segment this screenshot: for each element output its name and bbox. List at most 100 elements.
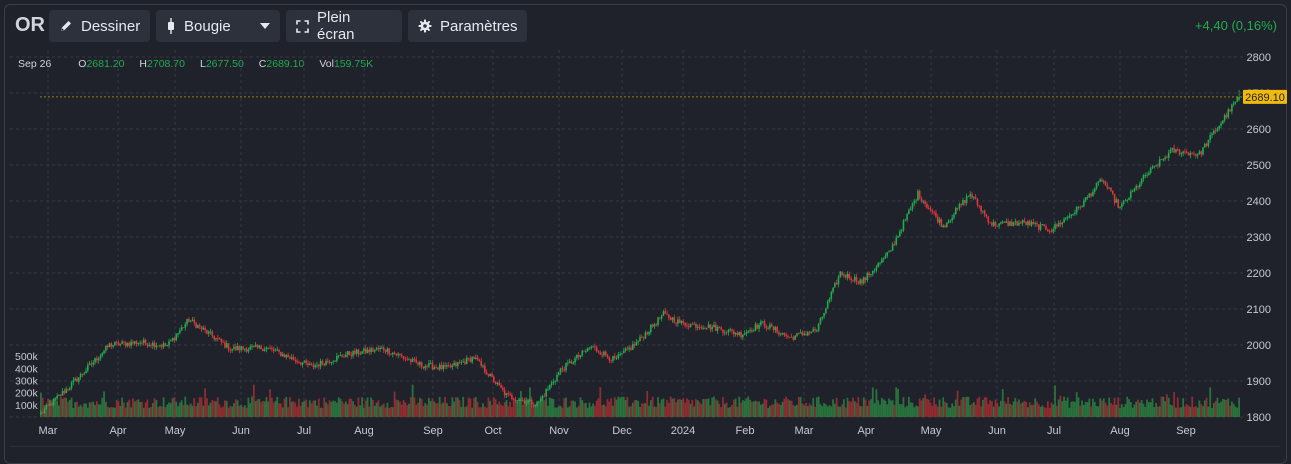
- volume-bar: [557, 406, 560, 417]
- volume-bar: [243, 405, 246, 417]
- candle-body: [337, 355, 340, 357]
- volume-bar: [1129, 402, 1132, 417]
- volume-bar: [935, 404, 937, 417]
- candle-body: [1158, 159, 1161, 167]
- volume-bar: [527, 399, 530, 417]
- candle-body: [447, 365, 450, 367]
- candle-body: [1229, 109, 1231, 112]
- volume-bar: [395, 399, 398, 417]
- volume-bar: [447, 405, 450, 417]
- candle-body: [900, 230, 903, 232]
- volume-bar: [146, 399, 149, 417]
- candle-body: [718, 327, 721, 328]
- volume-bar: [471, 407, 474, 417]
- volume-bar: [41, 397, 44, 417]
- volume-bar: [222, 406, 225, 417]
- volume-bar: [341, 401, 344, 417]
- candle-body: [628, 347, 630, 350]
- volume-bar: [1133, 404, 1136, 417]
- volume-bar: [859, 405, 862, 417]
- volume-bar: [942, 397, 945, 417]
- draw-button[interactable]: Dessiner: [49, 10, 150, 42]
- volume-bar: [676, 399, 679, 417]
- volume-bar: [40, 392, 42, 417]
- candle-body: [677, 319, 679, 324]
- volume-bar: [1146, 399, 1148, 417]
- candle-body: [561, 368, 564, 370]
- volume-bar: [1025, 401, 1028, 417]
- volume-bar: [732, 399, 735, 417]
- candle-body: [1037, 224, 1040, 230]
- candle-body: [150, 344, 152, 346]
- candle-body: [823, 313, 825, 317]
- volume-bar: [346, 404, 349, 417]
- candle-body: [917, 190, 919, 201]
- volume-bar: [247, 397, 250, 417]
- candle-body: [1021, 220, 1024, 224]
- volume-bar: [1185, 404, 1188, 417]
- candle-body: [648, 332, 650, 335]
- volume-bar: [58, 405, 60, 417]
- volume-bar: [106, 406, 109, 417]
- candle-body: [668, 314, 670, 318]
- candle-body: [521, 399, 524, 401]
- volume-bar: [693, 406, 696, 417]
- volume-bar: [1097, 406, 1100, 417]
- candle-body: [581, 350, 584, 356]
- candle-body: [1238, 96, 1240, 100]
- settings-button[interactable]: Paramètres: [408, 10, 527, 42]
- candle-body: [346, 351, 349, 355]
- volume-bar: [1039, 406, 1042, 417]
- volume-bar: [758, 401, 760, 417]
- candle-body: [926, 203, 928, 208]
- volume-bar: [1122, 407, 1125, 417]
- candle-body: [1070, 214, 1073, 216]
- chart-type-label: Bougie: [184, 17, 231, 35]
- candle-body: [1223, 115, 1226, 121]
- candle-body: [1066, 217, 1069, 219]
- candle-body: [897, 236, 899, 238]
- volume-bar: [821, 406, 824, 417]
- volume-bar: [530, 405, 533, 417]
- volume-bar: [725, 402, 728, 417]
- volume-bar: [779, 404, 782, 417]
- candle-body: [567, 362, 569, 364]
- candle-body: [186, 319, 188, 325]
- candle-body: [222, 341, 224, 343]
- volume-bar: [823, 402, 825, 417]
- candle-body: [234, 346, 237, 350]
- volume-bar: [353, 404, 356, 417]
- volume-bar: [153, 398, 156, 417]
- volume-bar: [137, 399, 140, 417]
- candle-body: [1057, 222, 1060, 227]
- volume-bar: [375, 402, 378, 417]
- volume-bar: [97, 404, 100, 417]
- volume-bar: [918, 398, 921, 417]
- volume-bar: [276, 396, 279, 417]
- fullscreen-button[interactable]: Plein écran: [286, 9, 402, 43]
- x-tick-label: Jul: [1047, 425, 1061, 437]
- volume-bar: [215, 401, 217, 417]
- volume-bar: [1000, 400, 1002, 417]
- volume-bar: [700, 404, 703, 417]
- volume-bar: [729, 406, 732, 417]
- candle-body: [207, 331, 210, 334]
- chart-type-select[interactable]: Bougie: [156, 10, 280, 42]
- volume-bar: [722, 397, 724, 417]
- candle-body: [687, 326, 690, 328]
- volume-bar: [1131, 407, 1134, 417]
- candle-body: [973, 196, 975, 198]
- volume-bar: [507, 406, 510, 417]
- volume-bar: [814, 406, 816, 417]
- candle-body: [215, 338, 217, 340]
- candle-body: [626, 348, 629, 350]
- candle-body: [644, 332, 647, 339]
- volume-bar: [164, 407, 167, 417]
- volume-bar: [796, 404, 798, 417]
- candle-body: [61, 390, 64, 396]
- volume-bar: [707, 398, 710, 417]
- candle-body: [458, 362, 461, 364]
- volume-bar: [186, 404, 188, 417]
- candle-body: [592, 346, 594, 348]
